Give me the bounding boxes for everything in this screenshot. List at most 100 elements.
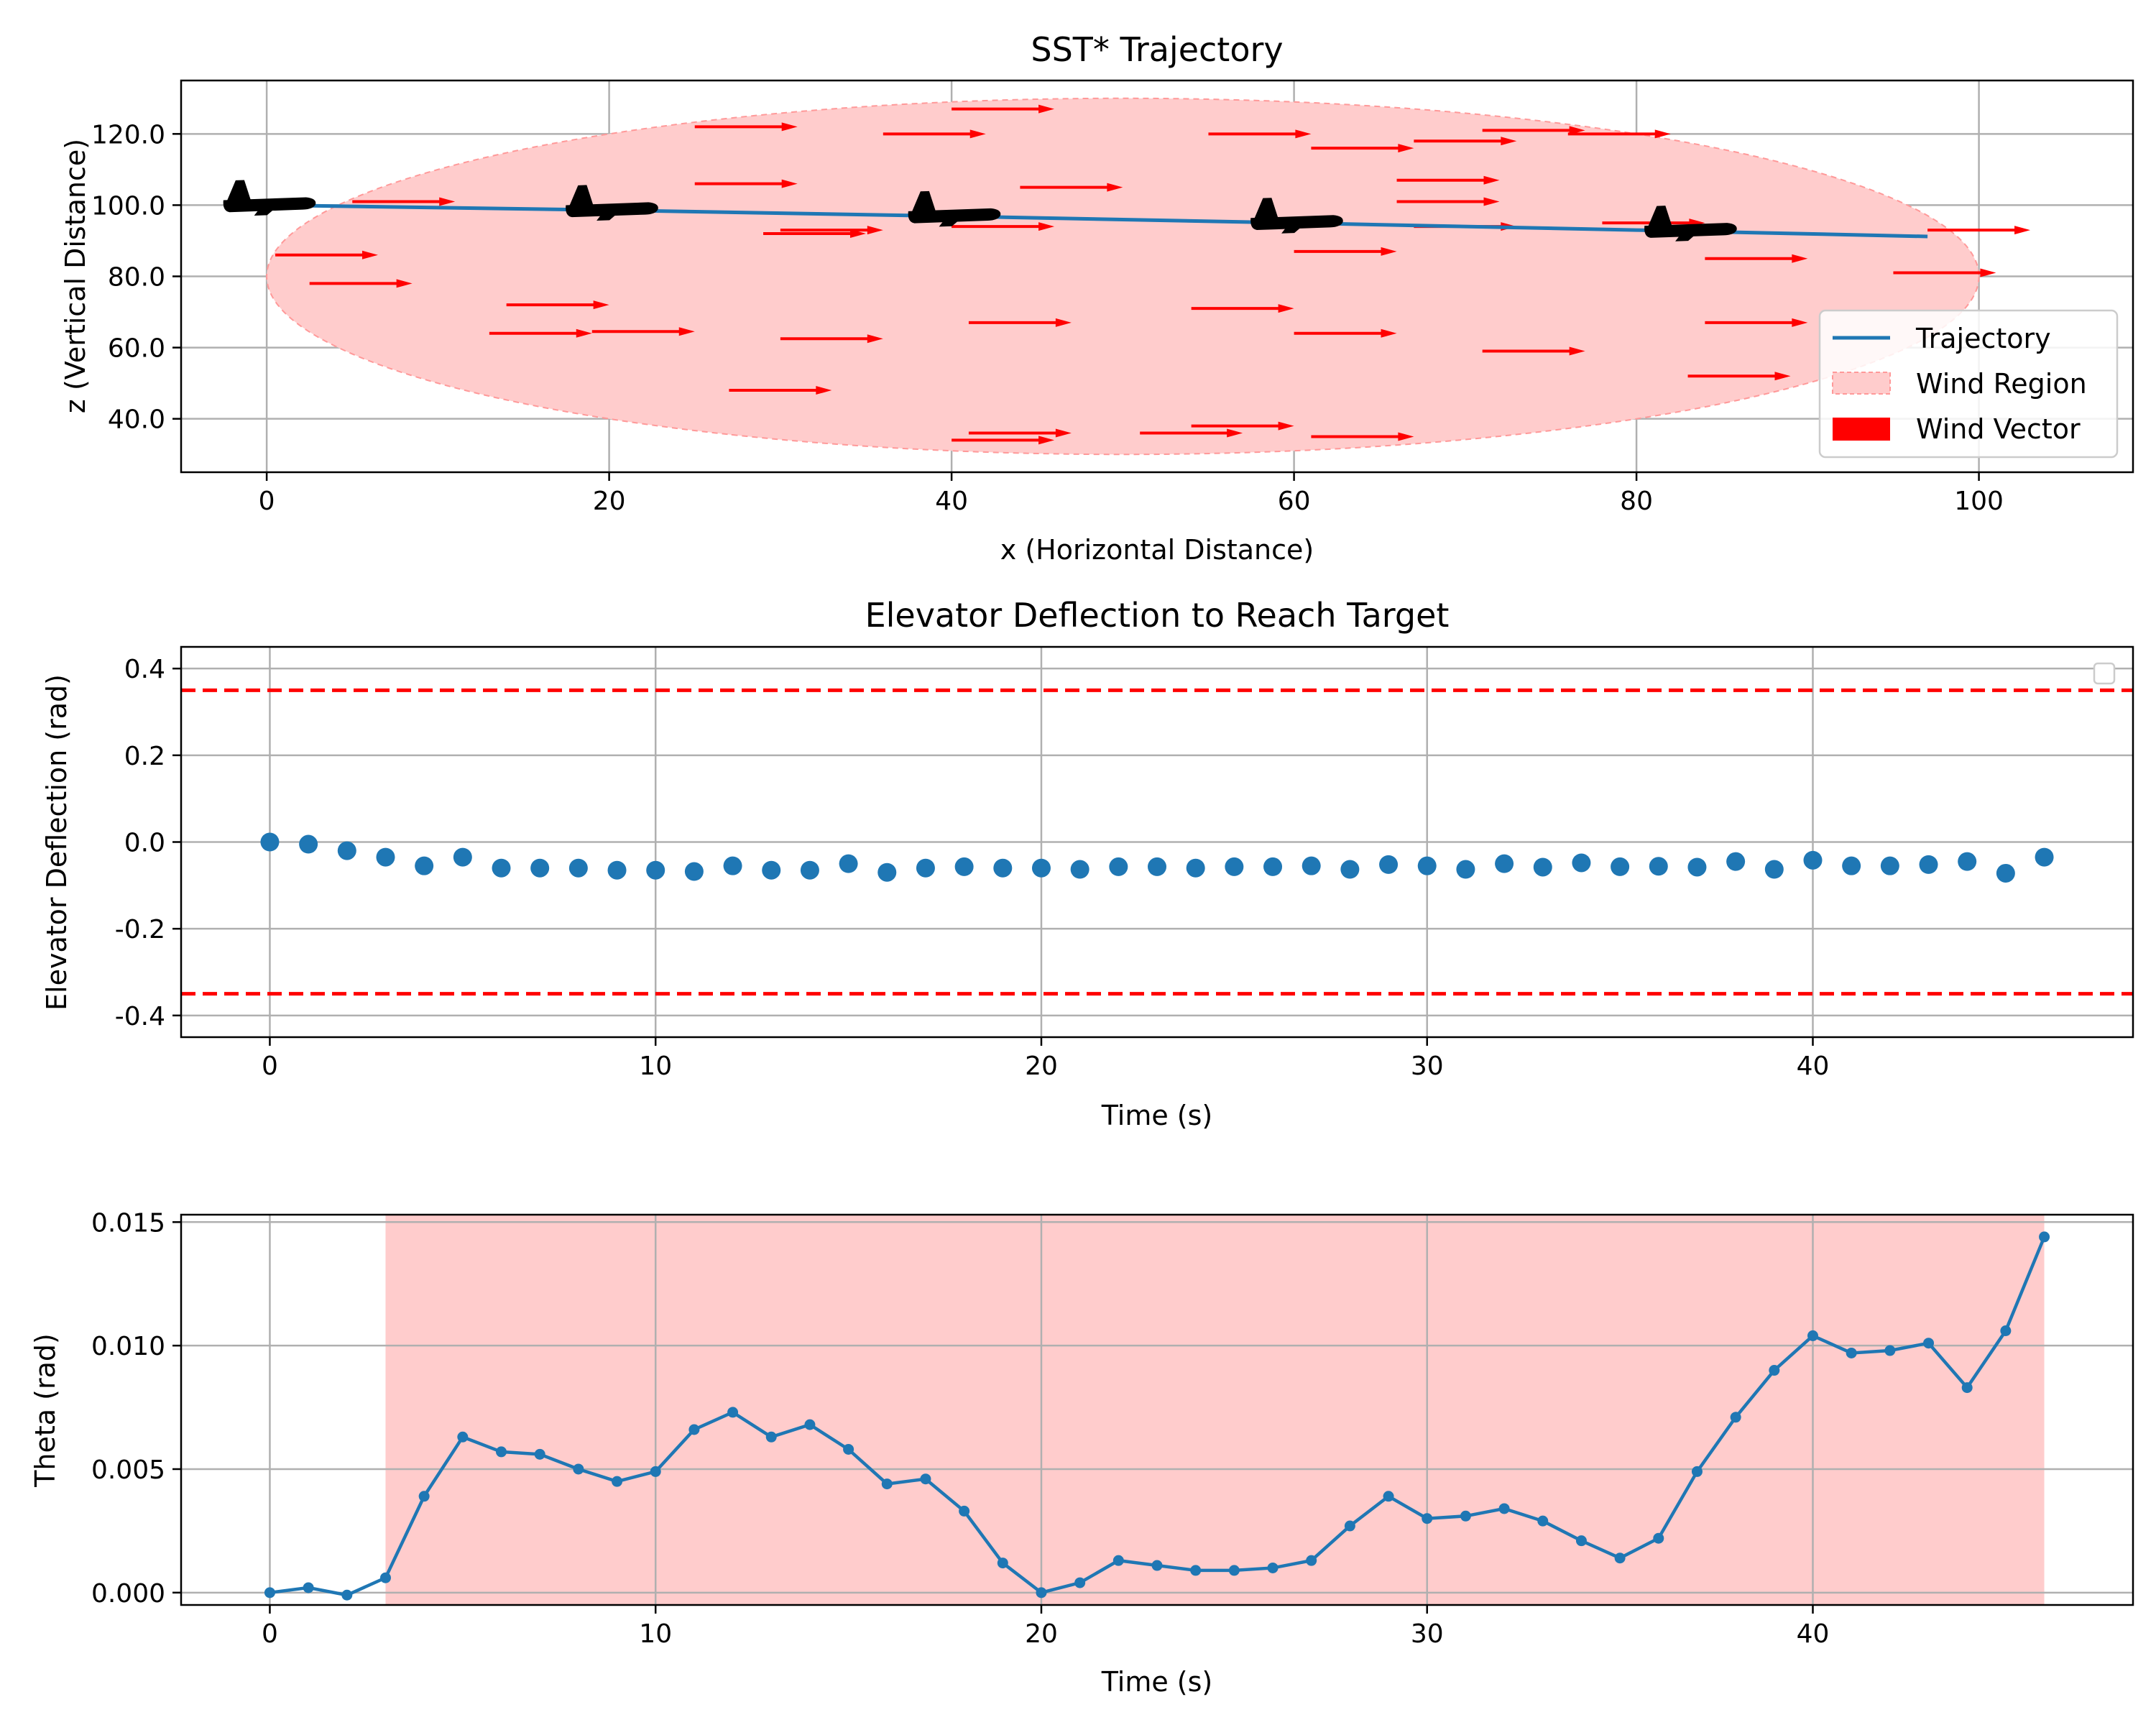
y-tick-label: -0.4: [115, 1002, 165, 1031]
theta-point: [1306, 1555, 1317, 1566]
theta-point: [727, 1407, 739, 1418]
elevator-point: [1109, 857, 1128, 876]
x-tick-label: 80: [1620, 487, 1653, 516]
elevator-point: [530, 858, 550, 878]
wind-vector-head: [1483, 175, 1500, 185]
elevator-point: [1186, 858, 1205, 878]
aircraft-icon: [908, 190, 1001, 227]
elevator-points: [260, 832, 2054, 883]
elevator-point: [1842, 856, 1861, 875]
elevator-point: [839, 854, 858, 873]
elevator-point: [1572, 853, 1591, 873]
y-tick-label: 120.0: [91, 120, 165, 150]
y-tick-label: 40.0: [108, 405, 165, 435]
trajectory-title: SST* Trajectory: [1031, 30, 1283, 69]
elevator-point: [568, 858, 588, 878]
wind-region-ellipse: [266, 97, 1980, 456]
aircraft-icon: [1250, 198, 1343, 234]
elevator-point: [1649, 857, 1668, 876]
x-tick-label: 30: [1411, 1619, 1444, 1649]
wind-vector-head: [1501, 137, 1517, 146]
theta-point: [1460, 1510, 1471, 1522]
elevator-point: [762, 860, 781, 880]
theta-point: [1422, 1513, 1433, 1524]
elevator-point: [1880, 856, 1899, 875]
theta-point: [1575, 1535, 1587, 1547]
aircraft-tail: [569, 185, 594, 206]
legend-box: [1818, 309, 2119, 459]
aircraft-tail: [1254, 198, 1279, 219]
theta-point: [534, 1448, 545, 1460]
theta-point: [1112, 1555, 1124, 1566]
aircraft-wing: [1675, 231, 1699, 242]
theta-point: [612, 1476, 623, 1487]
elevator-point: [1070, 860, 1089, 879]
elevator-point: [1456, 860, 1475, 879]
wind-vector-head: [1381, 328, 1397, 338]
theta-point: [881, 1478, 893, 1490]
elevator-point: [877, 862, 897, 882]
aircraft-icon: [223, 180, 316, 216]
y-tick-label: 0.005: [91, 1455, 165, 1485]
elevator-point: [415, 856, 434, 875]
theta-ticks: 0 10 20 30 40 0.000 0.005 0.010 0.015: [91, 1208, 1829, 1649]
elevator-point: [1495, 854, 1514, 873]
elevator-point: [1533, 857, 1552, 877]
wind-vector-head: [867, 226, 883, 235]
wind-vector-head: [2014, 226, 2031, 235]
elevator-point: [260, 832, 280, 852]
wind-vector-head: [867, 334, 883, 344]
theta-point: [1498, 1503, 1510, 1514]
elevator-point: [1611, 857, 1630, 876]
aircraft-icon: [566, 185, 658, 221]
aircraft-fuselage: [1250, 215, 1343, 230]
theta-point: [264, 1587, 275, 1598]
wind-vector-head: [576, 328, 592, 338]
y-tick-label: -0.2: [115, 915, 165, 944]
y-tick-label: 100.0: [91, 191, 165, 221]
elevator-point: [954, 857, 974, 876]
aircraft-tail: [1648, 206, 1672, 227]
legend-wind-vector-label: Wind Vector: [1916, 413, 2081, 445]
y-tick-label: 0.2: [124, 742, 165, 771]
theta-line-layer: [264, 1231, 2050, 1601]
x-tick-label: 20: [1025, 1619, 1058, 1649]
elevator-point: [1996, 863, 2015, 883]
legend-wind-region-swatch: [1832, 372, 1891, 395]
theta-xlabel: Time (s): [1101, 1666, 1213, 1698]
elevator-point: [684, 862, 704, 881]
theta-point: [1614, 1552, 1626, 1564]
elevator-point: [2035, 847, 2054, 867]
x-tick-label: 20: [1025, 1052, 1058, 1081]
elevator-point: [1263, 857, 1283, 876]
theta-point: [1383, 1491, 1394, 1502]
elevator-limit-lines: [181, 688, 2133, 996]
elevator-point: [1687, 857, 1707, 877]
x-tick-label: 20: [593, 487, 626, 516]
elevator-point: [1417, 856, 1437, 875]
wind-vector-head: [1381, 247, 1397, 256]
theta-point: [1923, 1338, 1935, 1349]
aircraft-fuselage: [908, 208, 1001, 224]
elevator-point: [1764, 860, 1784, 879]
theta-axes-frame: [180, 1213, 2134, 1606]
elevator-grid: [181, 647, 2133, 1037]
aircraft-fuselage: [566, 202, 658, 218]
legend-wind-region-label: Wind Region: [1916, 368, 2087, 400]
y-tick-label: 0.010: [91, 1332, 165, 1361]
wind-vector-head: [1398, 144, 1414, 153]
wind-vector-head: [1569, 346, 1585, 356]
elevator-point: [916, 858, 935, 878]
wind-vector-head: [1227, 428, 1243, 438]
theta-point: [1653, 1532, 1664, 1544]
theta-point: [1537, 1515, 1549, 1527]
elevator-empty-legend: [2093, 662, 2116, 685]
wind-vector-head: [1055, 318, 1072, 327]
elevator-point: [1803, 850, 1823, 870]
theta-point: [573, 1463, 584, 1475]
theta-point: [2000, 1325, 2012, 1337]
elevator-point: [337, 841, 356, 860]
theta-point: [1730, 1412, 1741, 1423]
wind-vector-head: [1980, 268, 1996, 277]
wind-vector-head: [1278, 304, 1294, 313]
